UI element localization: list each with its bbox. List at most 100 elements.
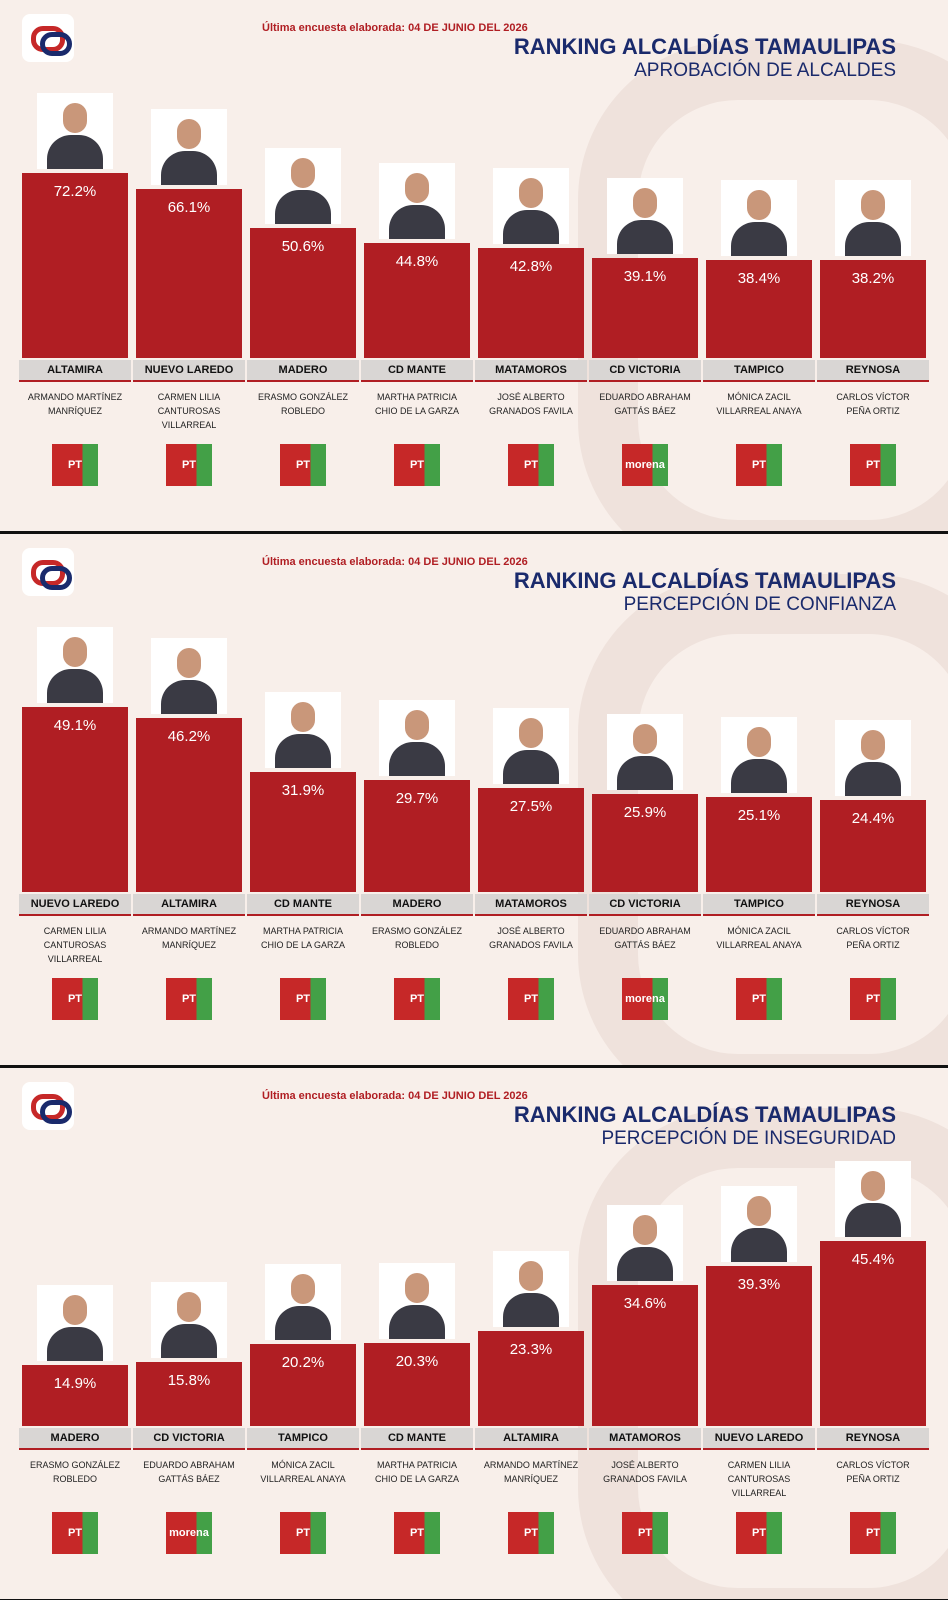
- bar: [478, 248, 584, 358]
- category-label: CD VICTORIA: [589, 894, 701, 916]
- photo-body: [47, 1327, 103, 1362]
- party-logo: PT: [280, 1512, 326, 1554]
- mayor-name: MÓNICA ZACIL VILLARREAL ANAYA: [716, 926, 802, 950]
- photo-head: [633, 1215, 657, 1245]
- photo-body: [503, 750, 559, 785]
- party-logo: PT: [736, 978, 782, 1020]
- mayor-photo: [37, 93, 113, 169]
- bar: [364, 1343, 470, 1426]
- bar: [820, 800, 926, 892]
- mayor-name: MÓNICA ZACIL VILLARREAL ANAYA: [716, 392, 802, 416]
- category-label: CD MANTE: [247, 894, 359, 916]
- mayor-name: JOSÉ ALBERTO GRANADOS FAVILA: [489, 392, 573, 416]
- photo-head: [861, 190, 885, 221]
- mayor-photo: [151, 108, 227, 185]
- mayor-name: JOSÉ ALBERTO GRANADOS FAVILA: [489, 926, 573, 950]
- mayor-photo: [607, 1205, 683, 1281]
- mayor-photo: [607, 177, 683, 254]
- bar: [250, 228, 356, 358]
- survey-date: Última encuesta elaborada: 04 DE JUNIO D…: [262, 1090, 528, 1102]
- party-logo: PT: [394, 444, 440, 486]
- mayor-name: CARLOS VÍCTOR PEÑA ORTIZ: [836, 926, 910, 950]
- mayor-photo: [265, 148, 341, 225]
- mayor-photo: [721, 1185, 797, 1262]
- category-label: REYNOSA: [817, 1428, 929, 1450]
- mayor-name: ERASMO GONZÁLEZ ROBLEDO: [371, 926, 462, 950]
- photo-body: [389, 1305, 445, 1340]
- party-logo: PT: [52, 978, 98, 1020]
- category-label: MADERO: [19, 1428, 131, 1450]
- mayor-name: ARMANDO MARTÍNEZ MANRÍQUEZ: [27, 392, 123, 416]
- photo-head: [291, 158, 315, 189]
- party-logo: PT: [394, 978, 440, 1020]
- mayor-name: MÓNICA ZACIL VILLARREAL ANAYA: [260, 1460, 346, 1484]
- photo-head: [633, 724, 657, 755]
- value-label: 46.2%: [167, 727, 211, 745]
- value-label: 15.8%: [167, 1371, 211, 1389]
- mayor-photo: [265, 691, 341, 768]
- category-label: NUEVO LAREDO: [703, 1428, 815, 1450]
- bar: [478, 1331, 584, 1426]
- value-label: 24.4%: [851, 810, 895, 828]
- photo-body: [845, 1203, 901, 1237]
- mayor-name: ARMANDO MARTÍNEZ MANRÍQUEZ: [141, 926, 237, 950]
- logo-ring: [40, 566, 72, 590]
- chart-title: RANKING ALCALDÍAS TAMAULIPAS: [513, 1102, 896, 1127]
- photo-body: [389, 742, 445, 777]
- mayor-name: CARLOS VÍCTOR PEÑA ORTIZ: [836, 1460, 910, 1484]
- photo-body: [275, 190, 331, 225]
- photo-head: [519, 1261, 543, 1292]
- mayor-name: ARMANDO MARTÍNEZ MANRÍQUEZ: [483, 1460, 579, 1484]
- category-label: MATAMOROS: [589, 1428, 701, 1450]
- bar: [706, 797, 812, 892]
- brand-logo: [22, 1082, 74, 1130]
- value-label: 29.7%: [395, 790, 439, 808]
- value-label: 20.3%: [395, 1353, 439, 1371]
- value-label: 72.2%: [53, 183, 97, 200]
- photo-head: [405, 173, 429, 204]
- mayor-name: ERASMO GONZÁLEZ ROBLEDO: [257, 392, 348, 416]
- party-logo: PT: [52, 1512, 98, 1554]
- value-label: 23.3%: [509, 1341, 553, 1359]
- mayor-name: CARMEN LILIA CANTUROSAS VILLARREAL: [43, 926, 107, 964]
- chart-panel: Última encuesta elaborada: 04 DE JUNIO D…: [0, 1068, 948, 1599]
- value-label: 49.1%: [53, 717, 97, 734]
- value-label: 45.4%: [851, 1251, 895, 1268]
- category-label: TAMPICO: [703, 894, 815, 916]
- category-label: ALTAMIRA: [133, 894, 245, 916]
- photo-body: [275, 733, 331, 768]
- party-logo: PT: [736, 1512, 782, 1554]
- chart-panel: Última encuesta elaborada: 04 DE JUNIO D…: [0, 0, 948, 531]
- mayor-photo: [151, 637, 227, 714]
- bar: [706, 1265, 812, 1426]
- value-label: 20.2%: [281, 1353, 325, 1371]
- value-label: 31.9%: [281, 781, 325, 799]
- photo-head: [177, 118, 201, 149]
- photo-body: [503, 1293, 559, 1328]
- chart-subtitle: PERCEPCIÓN DE CONFIANZA: [623, 594, 896, 615]
- survey-date: Última encuesta elaborada: 04 DE JUNIO D…: [262, 22, 528, 34]
- chart-panel: Última encuesta elaborada: 04 DE JUNIO D…: [0, 534, 948, 1065]
- photo-body: [161, 679, 217, 714]
- value-label: 44.8%: [395, 253, 439, 271]
- value-label: 14.9%: [53, 1375, 97, 1393]
- mayor-name: EDUARDO ABRAHAM GATTÁS BÁEZ: [599, 392, 691, 416]
- mayor-photo: [607, 714, 683, 791]
- photo-body: [617, 756, 673, 791]
- mayor-photo: [835, 720, 911, 797]
- photo-head: [63, 637, 87, 667]
- photo-body: [161, 1323, 217, 1358]
- value-label: 38.2%: [851, 270, 895, 288]
- party-logo: PT: [280, 978, 326, 1020]
- photo-body: [845, 762, 901, 797]
- value-label: 42.8%: [509, 258, 553, 276]
- chart-subtitle: APROBACIÓN DE ALCALDES: [634, 60, 896, 81]
- mayor-name: MARTHA PATRICIA CHIO DE LA GARZA: [374, 1460, 460, 1484]
- party-logo: PT: [52, 444, 98, 486]
- photo-head: [747, 1195, 771, 1226]
- mayor-photo: [493, 1251, 569, 1328]
- photo-body: [731, 221, 787, 256]
- brand-logo: [22, 14, 74, 62]
- mayor-photo: [835, 180, 911, 257]
- bar: [820, 260, 926, 358]
